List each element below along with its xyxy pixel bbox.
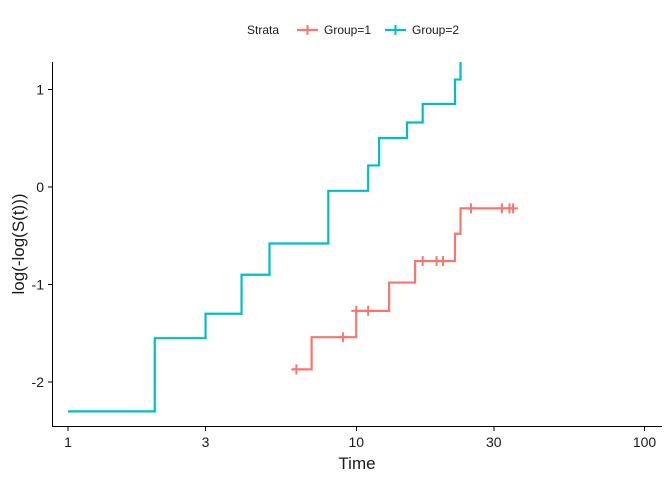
- censor-mark-group-1: [438, 256, 449, 267]
- censor-mark-group-1: [291, 364, 302, 375]
- series-line-group-2: [68, 62, 462, 413]
- x-axis-ticks: 1 3 10 30 100: [64, 426, 657, 450]
- x-tick-label: 10: [348, 434, 364, 450]
- legend-item-group-2: Group=2: [385, 23, 459, 37]
- censor-mark-group-1: [338, 332, 349, 343]
- y-tick-label: 0: [36, 179, 44, 195]
- censor-mark-group-1: [465, 203, 476, 214]
- censor-mark-group-1: [508, 203, 519, 214]
- y-axis-title: log(-log(S(t))): [9, 193, 28, 294]
- x-axis-title: Time: [338, 454, 375, 473]
- censor-mark-group-1: [363, 305, 374, 316]
- censor-mark-group-1: [351, 305, 362, 316]
- legend-label-group-2: Group=2: [412, 23, 459, 37]
- series-line-group-1: [292, 207, 514, 371]
- series-layer: [68, 62, 519, 413]
- legend-item-group-1: Group=1: [297, 23, 371, 37]
- x-tick-label: 3: [202, 434, 210, 450]
- x-tick-label: 1: [64, 434, 72, 450]
- legend-title: Strata: [247, 23, 279, 37]
- x-tick-label: 100: [633, 434, 657, 450]
- y-tick-label: 1: [36, 81, 44, 97]
- x-tick-label: 30: [486, 434, 502, 450]
- censor-mark-group-1: [417, 256, 428, 267]
- y-axis-ticks: 1 0 -1 -2: [32, 81, 53, 390]
- y-tick-label: -2: [32, 374, 45, 390]
- legend-label-group-1: Group=1: [324, 23, 371, 37]
- y-tick-label: -1: [32, 276, 45, 292]
- legend: Strata Group=1 Group=2: [247, 23, 459, 37]
